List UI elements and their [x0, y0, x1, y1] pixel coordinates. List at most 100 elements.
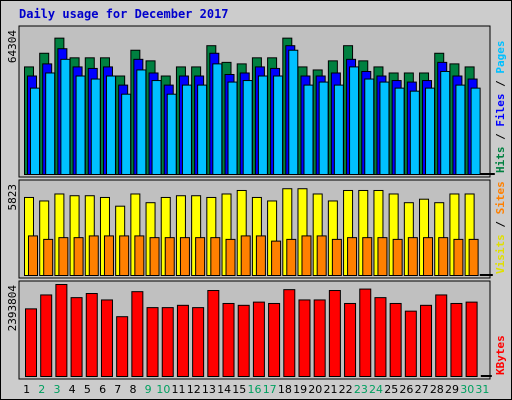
bar-sites-day-28	[438, 237, 449, 276]
bar-pages-day-7	[121, 93, 132, 175]
x-tick-label-day-26: 26	[399, 383, 413, 396]
x-tick-label-day-10: 10	[156, 383, 170, 396]
bar-pages-day-26	[409, 90, 420, 175]
panel-legend-hits-files-pages: Hits / Files / Pages	[494, 41, 507, 174]
x-tick-label-day-19: 19	[293, 383, 307, 396]
bar-pages-day-23	[364, 78, 375, 175]
bar-sites-day-12	[195, 237, 206, 276]
bar-kbytes-day-16	[252, 301, 265, 378]
x-tick-label-day-14: 14	[217, 383, 231, 396]
x-tick-label-day-31: 31	[475, 383, 489, 396]
x-tick-label-day-13: 13	[202, 383, 216, 396]
bar-kbytes-day-22	[344, 302, 357, 377]
x-tick-label-day-11: 11	[172, 383, 186, 396]
bar-kbytes-day-28	[435, 294, 448, 378]
legend-hits-text: Hits	[494, 147, 507, 174]
bar-kbytes-day-1	[25, 308, 37, 377]
bar-sites-day-15	[240, 235, 251, 276]
bar-pages-day-22	[349, 66, 360, 175]
legend--text: /	[494, 74, 507, 94]
panel-max-label-visits-sites: 5823	[6, 184, 19, 211]
bar-sites-day-3	[58, 237, 69, 276]
bar-pages-day-28	[440, 70, 451, 175]
x-tick-label-day-8: 8	[129, 383, 136, 396]
bar-pages-day-16	[257, 75, 268, 175]
bar-sites-day-11	[179, 237, 190, 276]
x-tick-label-day-27: 27	[415, 383, 429, 396]
x-tick-label-day-28: 28	[430, 383, 444, 396]
x-tick-label-day-1: 1	[23, 383, 30, 396]
legend-sites-text: Sites	[494, 181, 507, 214]
bar-pages-day-2	[45, 72, 56, 175]
bar-kbytes-day-9	[146, 307, 159, 378]
legend--text: /	[494, 214, 507, 234]
bar-pages-day-24	[379, 81, 390, 175]
bar-kbytes-day-5	[85, 293, 98, 377]
bar-sites-day-17	[271, 240, 282, 276]
bar-sites-day-22	[347, 237, 358, 276]
bar-sites-day-27	[423, 237, 434, 276]
bar-sites-day-23	[362, 237, 373, 276]
bar-sites-day-8	[134, 235, 145, 276]
x-tick-label-day-21: 21	[323, 383, 337, 396]
legend--text: /	[494, 127, 507, 147]
x-tick-label-day-9: 9	[145, 383, 152, 396]
bar-sites-day-19	[301, 235, 312, 276]
bar-sites-day-13	[210, 237, 221, 276]
bar-sites-day-6	[103, 235, 114, 276]
bar-pages-day-27	[425, 87, 436, 175]
x-tick-label-day-25: 25	[384, 383, 398, 396]
x-tick-label-day-24: 24	[369, 383, 383, 396]
bar-kbytes-day-17	[268, 302, 281, 377]
bar-pages-day-12	[197, 84, 208, 175]
bar-pages-day-21	[333, 84, 344, 175]
bar-kbytes-day-29	[450, 302, 463, 377]
x-tick-label-day-2: 2	[38, 383, 45, 396]
bar-kbytes-day-4	[70, 297, 83, 377]
x-tick-label-day-16: 16	[248, 383, 262, 396]
bar-pages-day-4	[75, 75, 86, 175]
bar-pages-day-19	[303, 84, 314, 175]
bar-pages-day-11	[181, 84, 192, 175]
panel-max-label-hits-files-pages: 64304	[6, 30, 19, 63]
bar-pages-day-1	[30, 87, 40, 175]
bar-sites-day-10	[164, 237, 175, 276]
x-tick-label-day-15: 15	[232, 383, 246, 396]
bar-sites-day-29	[453, 238, 464, 277]
bar-sites-day-18	[286, 238, 297, 277]
bar-kbytes-day-30	[465, 301, 478, 378]
bar-pages-day-6	[105, 75, 116, 175]
bar-kbytes-day-18	[283, 289, 296, 377]
bar-kbytes-day-23	[359, 288, 372, 377]
bar-kbytes-day-27	[420, 304, 433, 377]
bar-kbytes-day-7	[116, 316, 129, 377]
bar-kbytes-day-14	[222, 302, 235, 377]
bar-kbytes-day-24	[374, 297, 387, 377]
bar-kbytes-day-25	[389, 302, 402, 377]
bar-pages-day-29	[455, 84, 466, 175]
bar-sites-day-24	[377, 237, 388, 276]
bar-pages-day-14	[227, 81, 238, 175]
bar-sites-day-2	[43, 238, 54, 277]
bar-sites-day-5	[88, 235, 99, 276]
bar-kbytes-day-10	[161, 307, 174, 378]
x-tick-label-day-3: 3	[53, 383, 60, 396]
bar-sites-day-20	[316, 235, 327, 276]
bar-kbytes-day-21	[328, 290, 341, 378]
legend-kbytes-text: KBytes	[494, 335, 507, 375]
panel-legend-kbytes: KBytes	[494, 335, 507, 375]
bar-pages-day-30	[470, 87, 481, 175]
bar-pages-day-15	[242, 80, 253, 175]
bar-sites-day-30	[468, 238, 479, 277]
x-tick-label-day-17: 17	[263, 383, 277, 396]
bar-kbytes-day-8	[131, 291, 144, 377]
bar-sites-day-4	[73, 237, 84, 276]
bar-kbytes-day-6	[100, 299, 113, 378]
legend-pages-text: Pages	[494, 41, 507, 74]
bar-sites-day-16	[255, 235, 266, 276]
bar-pages-day-10	[166, 93, 177, 175]
x-tick-label-day-4: 4	[69, 383, 76, 396]
bar-pages-day-25	[394, 87, 405, 175]
x-tick-label-day-23: 23	[354, 383, 368, 396]
x-tick-label-day-29: 29	[445, 383, 459, 396]
